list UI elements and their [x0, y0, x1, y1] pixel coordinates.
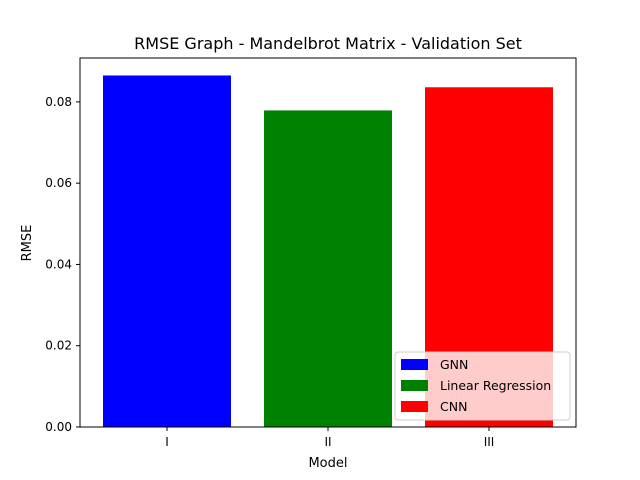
y-tick-label: 0.00: [45, 420, 72, 434]
legend-swatch: [401, 359, 428, 370]
bar-gnn: [103, 75, 231, 427]
legend-label: Linear Regression: [440, 378, 551, 393]
legend-label: GNN: [440, 357, 468, 372]
x-tick-label: III: [484, 435, 495, 449]
legend-box: [394, 351, 571, 421]
x-ticks: I II III: [165, 427, 494, 449]
x-tick-label: I: [165, 435, 169, 449]
plot-frame: [79, 57, 577, 428]
legend-label: CNN: [440, 399, 467, 414]
legend-swatch: [401, 401, 428, 412]
y-ticks: 0.00 0.02 0.04 0.06 0.08: [45, 95, 80, 434]
y-tick-label: 0.08: [45, 95, 72, 109]
legend-swatch: [401, 380, 428, 391]
y-tick-label: 0.02: [45, 339, 72, 353]
y-tick-label: 0.06: [45, 176, 72, 190]
y-axis-label: RMSE: [20, 225, 35, 262]
legend-entries: GNN Linear Regression CNN: [401, 357, 551, 414]
chart-title: RMSE Graph - Mandelbrot Matrix - Validat…: [134, 34, 522, 53]
y-tick-label: 0.04: [45, 257, 72, 271]
x-tick-label: II: [324, 435, 331, 449]
x-axis-label: Model: [308, 456, 347, 471]
bar-linear-regression: [264, 110, 392, 427]
legend: GNN Linear Regression CNN: [394, 351, 571, 421]
